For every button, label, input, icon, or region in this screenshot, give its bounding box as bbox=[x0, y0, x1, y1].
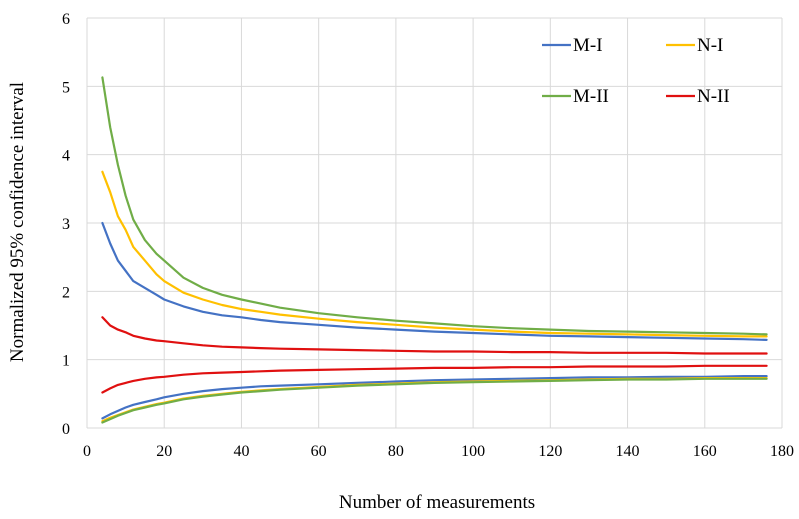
series-line-n-i-upper bbox=[101, 170, 768, 338]
y-tick-label: 6 bbox=[62, 11, 70, 28]
series-line-n-ii-upper bbox=[101, 316, 768, 355]
series-line-m-i-upper bbox=[101, 221, 768, 341]
x-tick-label: 40 bbox=[233, 443, 249, 460]
x-axis-title: Number of measurements bbox=[339, 492, 535, 513]
y-axis-title: Normalized 95% confidence interval bbox=[7, 82, 28, 362]
series-line-m-ii-upper bbox=[101, 76, 768, 336]
y-tick-label: 2 bbox=[62, 284, 70, 301]
x-axis-tick-labels: 0 20 40 60 80 100 120 140 160 180 bbox=[83, 443, 794, 460]
x-tick-label: 0 bbox=[83, 443, 91, 460]
legend-label-m-ii: M-II bbox=[573, 86, 609, 107]
y-axis-tick-labels: 0 1 2 3 4 5 6 bbox=[62, 11, 70, 438]
series-lines bbox=[101, 76, 768, 424]
legend-label-m-i: M-I bbox=[573, 35, 603, 56]
y-tick-label: 5 bbox=[62, 79, 70, 96]
x-tick-label: 160 bbox=[693, 443, 717, 460]
gridlines bbox=[86, 17, 783, 429]
series-line-m-ii-lower bbox=[101, 377, 768, 424]
y-tick-label: 4 bbox=[62, 148, 70, 165]
y-tick-label: 0 bbox=[62, 421, 70, 438]
series-line-n-ii-lower bbox=[101, 364, 768, 394]
x-tick-label: 180 bbox=[770, 443, 794, 460]
x-tick-label: 80 bbox=[388, 443, 404, 460]
legend-label-n-i: N-I bbox=[697, 35, 723, 56]
x-tick-label: 120 bbox=[538, 443, 562, 460]
y-tick-label: 1 bbox=[62, 353, 70, 370]
x-tick-label: 100 bbox=[461, 443, 485, 460]
x-tick-label: 60 bbox=[311, 443, 327, 460]
series-line-n-i-lower bbox=[101, 377, 768, 423]
legend: M-I N-I M-II N-II bbox=[542, 35, 730, 107]
series-line-m-i-lower bbox=[101, 375, 768, 420]
x-tick-label: 20 bbox=[156, 443, 172, 460]
x-tick-label: 140 bbox=[616, 443, 640, 460]
y-tick-label: 3 bbox=[62, 216, 70, 233]
legend-label-n-ii: N-II bbox=[697, 86, 730, 107]
